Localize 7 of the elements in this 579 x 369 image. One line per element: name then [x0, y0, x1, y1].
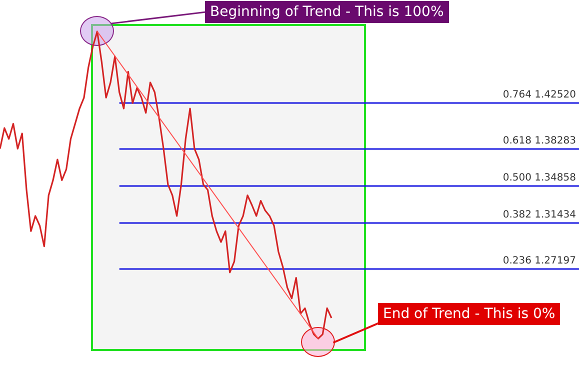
ref-line-label: 0.618 1.38283 — [502, 135, 576, 146]
ref-line-label: 0.382 1.31434 — [502, 210, 576, 221]
ref-line-label: 0.500 1.34858 — [502, 172, 576, 184]
annotation: Beginning of Trend - This is 100% — [205, 1, 449, 23]
ref-line-label: 0.236 1.27197 — [502, 256, 576, 267]
annotation: End of Trend - This is 0% — [378, 303, 560, 325]
ref-line-label: 0.764 1.42520 — [502, 89, 576, 100]
